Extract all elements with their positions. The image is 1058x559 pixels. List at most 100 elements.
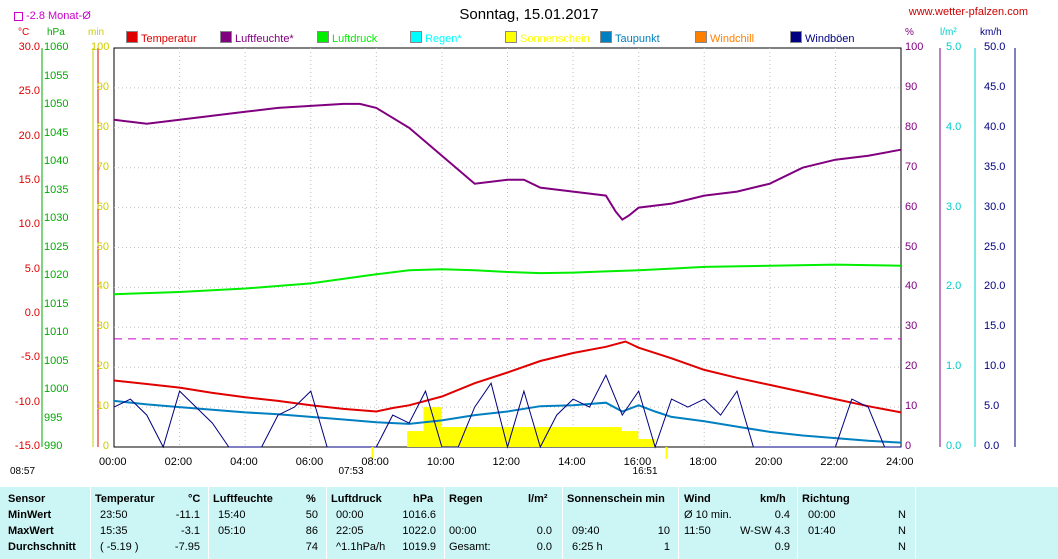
temp-tick-label: 25.0 xyxy=(18,85,40,98)
monthly-average: -2.8 Monat-Ø xyxy=(14,10,91,22)
humidity-value: 86 xyxy=(305,525,318,537)
legend-swatch xyxy=(505,31,517,43)
wind-tick-label: 40.0 xyxy=(984,120,1006,133)
header-sensor: Sensor xyxy=(8,493,46,505)
legend-swatch xyxy=(317,31,329,43)
pressure-tick-label: 1030 xyxy=(44,212,69,224)
table-divider xyxy=(562,487,563,559)
header-hum-unit: % xyxy=(306,493,316,505)
time-tick-label: 22:00 xyxy=(820,456,848,468)
temperature-line xyxy=(113,340,902,414)
rain-time: 00:00 xyxy=(449,525,477,537)
monthly-average-swatch xyxy=(14,11,23,21)
time-tick-label: 18:00 xyxy=(689,456,717,468)
percent-tick-label: 70 xyxy=(905,160,918,173)
table-divider xyxy=(915,487,916,559)
time-tick-label: 04:00 xyxy=(230,456,258,468)
temp-value: -7.95 xyxy=(174,541,200,553)
pressure-tick-label: 1050 xyxy=(44,98,69,110)
time-tick-label: 12:00 xyxy=(492,456,521,468)
header-temp-unit: °C xyxy=(188,493,201,505)
time-tick-label: 14:00 xyxy=(558,456,586,468)
sunset-label: 16:51 xyxy=(632,466,658,477)
header-humidity: Luftfeuchte xyxy=(213,493,273,505)
temp-tick-label: -15.0 xyxy=(14,440,40,452)
header-wind: Wind xyxy=(684,493,711,505)
time-tick-label: 20:00 xyxy=(754,456,783,468)
sunshine-value: 1 xyxy=(663,541,670,553)
pressure-unit: hPa xyxy=(47,27,65,38)
sunshine-bar xyxy=(538,427,557,447)
minutes-tick-label: 90 xyxy=(96,80,109,93)
wind-tick-label: 30.0 xyxy=(984,200,1006,213)
percent-tick-label: 90 xyxy=(905,80,918,93)
sunshine-bar xyxy=(554,427,573,447)
legend-label: Temperatur xyxy=(141,33,197,45)
pressure-value: 1016.6 xyxy=(402,509,436,521)
wind-tick-label: 10.0 xyxy=(984,360,1006,373)
percent-tick-label: 40 xyxy=(905,280,918,293)
wind-value: 0.9 xyxy=(774,541,790,553)
wind-value: W-SW 4.3 xyxy=(740,525,790,537)
table-divider xyxy=(444,487,445,559)
pressure-time: 00:00 xyxy=(336,509,364,521)
minutes-tick-label: 10 xyxy=(96,400,109,413)
row-label: Durchschnitt xyxy=(8,541,76,553)
legend-item: Taupunkt xyxy=(600,31,660,45)
sunshine-bar xyxy=(620,431,639,447)
legend-swatch xyxy=(220,31,232,43)
header-temperature: Temperatur xyxy=(95,493,155,505)
pressure-tick-label: 1005 xyxy=(44,354,69,367)
legend-item: Temperatur xyxy=(126,31,197,45)
humidity-value: 74 xyxy=(305,541,318,553)
pressure-tick-label: 995 xyxy=(44,411,63,424)
pressure-tick-label: 990 xyxy=(44,440,63,452)
percent-tick-label: 60 xyxy=(905,200,918,213)
sunshine-value: 10 xyxy=(657,525,670,537)
temp-value: -3.1 xyxy=(181,525,200,537)
header-sunshine: Sonnenschein min xyxy=(567,493,665,505)
pressure-time: ^1.1hPa/h xyxy=(336,541,386,553)
sunshine-time: 6:25 h xyxy=(572,541,603,553)
table-divider xyxy=(208,487,209,559)
rain-tick-label: 1.0 xyxy=(946,360,962,373)
legend-item: Luftdruck xyxy=(317,31,377,45)
row-label: MaxWert xyxy=(8,525,54,537)
summary-table: Sensor Temperatur °C Luftfeuchte% Luftdruck h… xyxy=(0,487,1058,559)
header-direction: Richtung xyxy=(802,493,850,505)
rain-tick-label: 3.0 xyxy=(946,200,962,213)
minutes-tick-label: 30 xyxy=(96,320,109,333)
sunshine-bar xyxy=(439,427,458,447)
wind-tick-label: 35.0 xyxy=(984,160,1006,173)
minutes-tick-label: 100 xyxy=(91,41,110,53)
header-rain-unit: l/m² xyxy=(528,493,548,505)
legend-label: Luftdruck xyxy=(332,33,378,45)
header-press-unit: hPa xyxy=(413,493,434,505)
temp-tick-label: 0.0 xyxy=(24,307,40,319)
pressure-value: 1019.9 xyxy=(402,541,436,553)
time-tick-label: 16:00 xyxy=(623,456,652,468)
rain-value: 0.0 xyxy=(536,541,552,553)
percent-tick-label: 10 xyxy=(905,400,918,413)
humidity-line xyxy=(113,102,902,221)
wind-time: Ø 10 min. xyxy=(684,509,732,521)
rain-tick-label: 2.0 xyxy=(946,280,962,293)
legend-label: Windböen xyxy=(805,33,855,45)
temp-unit: °C xyxy=(18,27,30,38)
header-rain: Regen xyxy=(449,493,483,505)
minutes-tick-label: 40 xyxy=(96,280,109,293)
minutes-tick-label: 0 xyxy=(102,440,109,452)
legend-item: Windböen xyxy=(790,31,855,45)
time-tick-label: 10:00 xyxy=(426,456,455,468)
percent-unit: % xyxy=(905,27,914,38)
sunrise-label: 07:53 xyxy=(338,466,364,477)
percent-tick-label: 80 xyxy=(905,120,918,133)
legend-item: Windchill xyxy=(695,31,754,45)
sunshine-bar xyxy=(423,407,442,447)
website-link[interactable]: www.wetter-pfalzen.com xyxy=(908,6,1028,18)
wind-tick-label: 15.0 xyxy=(984,320,1006,333)
humidity-time: 05:10 xyxy=(218,525,246,537)
legend-swatch xyxy=(695,31,707,43)
temp-tick-label: 15.0 xyxy=(18,174,40,186)
legend-label: Taupunkt xyxy=(615,33,660,45)
